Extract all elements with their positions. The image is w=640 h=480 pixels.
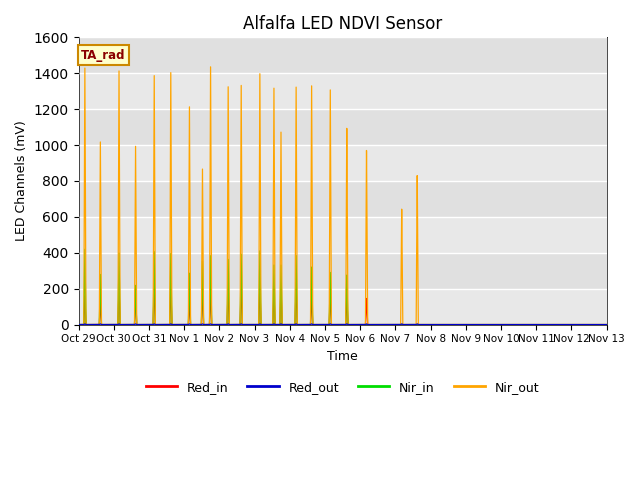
Red_out	[75, 322, 83, 327]
Nir_in	[415, 322, 423, 327]
Nir_in	[182, 322, 190, 327]
Red_out	[81, 321, 89, 327]
Red_in	[182, 322, 190, 327]
Nir_out	[490, 322, 498, 327]
Red_out	[188, 322, 195, 327]
Line: Nir_in: Nir_in	[79, 249, 607, 324]
Red_in	[415, 322, 423, 327]
Nir_out	[75, 322, 83, 327]
Nir_out	[415, 322, 423, 327]
Red_in	[603, 322, 611, 327]
Red_in	[490, 322, 498, 327]
Text: TA_rad: TA_rad	[81, 49, 125, 62]
X-axis label: Time: Time	[327, 350, 358, 363]
Nir_out	[601, 322, 609, 327]
Nir_in	[273, 322, 280, 327]
Bar	[79, 288, 607, 324]
Bar	[79, 145, 607, 181]
Red_out	[273, 322, 280, 327]
Nir_out	[603, 322, 611, 327]
Line: Red_in: Red_in	[79, 282, 607, 324]
Nir_in	[81, 246, 89, 252]
Nir_in	[603, 322, 611, 327]
Bar	[79, 109, 607, 145]
Bar	[79, 73, 607, 109]
Red_out	[182, 322, 190, 327]
Red_in	[188, 322, 195, 327]
Nir_out	[273, 322, 280, 327]
Nir_in	[75, 322, 83, 327]
Nir_in	[601, 322, 609, 327]
Bar	[79, 37, 607, 73]
Nir_out	[182, 322, 190, 327]
Red_in	[601, 322, 609, 327]
Red_out	[490, 322, 498, 327]
Red_out	[603, 322, 611, 327]
Legend: Red_in, Red_out, Nir_in, Nir_out: Red_in, Red_out, Nir_in, Nir_out	[141, 376, 545, 399]
Red_in	[150, 279, 158, 285]
Nir_out	[188, 322, 195, 327]
Line: Nir_out: Nir_out	[79, 67, 607, 324]
Red_out	[601, 322, 609, 327]
Bar	[79, 253, 607, 288]
Red_in	[273, 322, 280, 327]
Title: Alfalfa LED NDVI Sensor: Alfalfa LED NDVI Sensor	[243, 15, 442, 33]
Bar	[79, 217, 607, 253]
Red_out	[415, 322, 423, 327]
Nir_in	[490, 322, 498, 327]
Bar	[79, 181, 607, 217]
Nir_in	[188, 322, 195, 327]
Y-axis label: LED Channels (mV): LED Channels (mV)	[15, 120, 28, 241]
Red_in	[75, 322, 83, 327]
Nir_out	[207, 64, 214, 70]
